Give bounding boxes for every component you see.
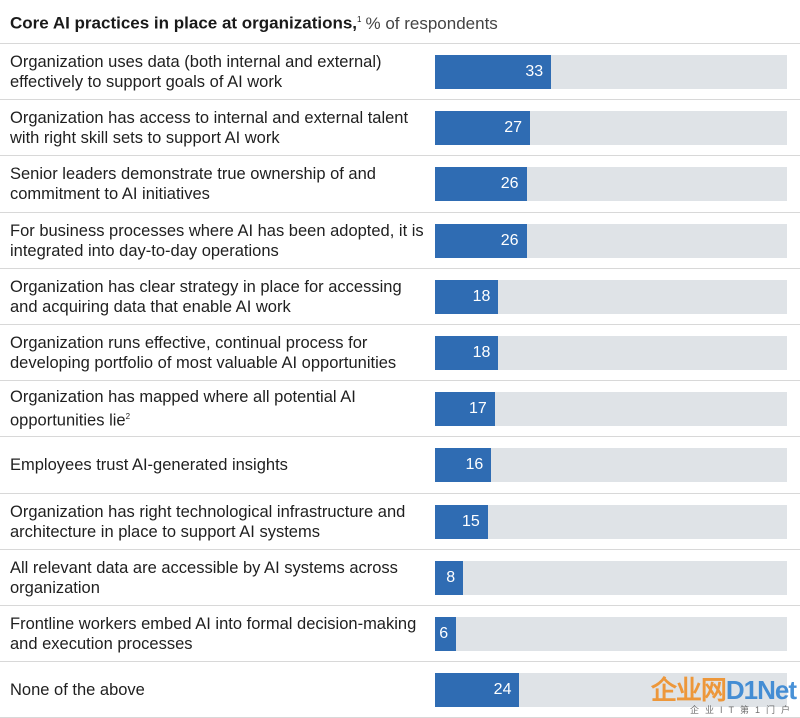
row-separator (0, 605, 800, 606)
bar: 18 (435, 279, 499, 314)
bar-track: 26 (435, 223, 787, 258)
bar: 15 (435, 504, 488, 539)
bar-value-label: 8 (446, 568, 456, 586)
category-label-text: All relevant data are accessible by AI s… (10, 558, 398, 597)
row-separator (0, 155, 800, 157)
row-separator (0, 267, 800, 269)
bar: 17 (435, 392, 495, 427)
bar-row: Organization has mapped where all potent… (0, 381, 800, 437)
category-label: Organization has access to internal and … (10, 100, 425, 156)
category-label-text: Organization uses data (both internal an… (10, 53, 382, 91)
bar-track: 27 (435, 111, 787, 146)
bar: 26 (435, 167, 527, 202)
bar-value-label: 26 (500, 231, 519, 249)
bar-track: 18 (435, 336, 787, 370)
row-separator (0, 436, 800, 438)
category-label: For business processes where AI has been… (10, 213, 425, 269)
bar: 8 (435, 560, 464, 595)
bar-track: 16 (435, 448, 787, 483)
bar-row: Organization has clear strategy in place… (0, 269, 800, 325)
category-label-text: Organization has right technological inf… (10, 502, 406, 541)
watermark-sub: 企业IT第1门户 (689, 705, 796, 715)
category-label: Organization runs effective, continual p… (10, 325, 425, 381)
bar: 16 (435, 448, 492, 483)
category-label: Employees trust AI-generated insights (10, 437, 425, 493)
bar-track: 24 (435, 673, 787, 708)
bar: 24 (435, 673, 520, 708)
bar-value-label: 6 (439, 625, 449, 642)
bar: 18 (435, 336, 499, 370)
row-separator (0, 380, 800, 382)
row-separator (0, 661, 800, 663)
bar-value-label: 18 (472, 287, 491, 305)
bar: 27 (435, 111, 531, 146)
bar-track: 8 (435, 560, 787, 595)
bar: 26 (435, 223, 527, 258)
unit-label: % of respondents (365, 13, 498, 33)
bar-row: Senior leaders demonstrate true ownershi… (0, 156, 800, 212)
bar-row: All relevant data are accessible by AI s… (0, 550, 800, 606)
bar-row: None of the above 24 (0, 662, 800, 718)
bar-track: 15 (435, 504, 787, 539)
bar-value-label: 33 (525, 63, 544, 80)
category-label-text: Senior leaders demonstrate true ownershi… (10, 165, 376, 204)
bar-row: Employees trust AI-generated insights 16 (0, 437, 800, 493)
bar-row: Organization has access to internal and … (0, 100, 800, 156)
bar-value-label: 17 (469, 400, 487, 418)
category-label-text: Organization has clear strategy in place… (10, 277, 402, 316)
bar-row: Frontline workers embed AI into formal d… (0, 606, 800, 662)
bar-track: 33 (435, 55, 787, 89)
category-label-text: Employees trust AI-generated insights (10, 456, 288, 475)
bar: 33 (435, 55, 552, 89)
watermark-main-b: D1Net (725, 675, 797, 705)
bar-value-label: 27 (504, 119, 523, 137)
bar-row: For business processes where AI has been… (0, 213, 800, 269)
title-footnote: 1 (357, 15, 362, 24)
category-label-text: None of the above (10, 681, 145, 700)
category-label-text: Organization runs effective, continual p… (10, 334, 397, 372)
category-label-text: Organization has access to internal and … (10, 109, 409, 148)
category-label-text: Frontline workers embed AI into formal d… (10, 615, 417, 653)
row-separator (0, 324, 800, 325)
bar-row: Organization uses data (both internal an… (0, 44, 800, 100)
row-separator (0, 211, 800, 213)
category-label: All relevant data are accessible by AI s… (10, 550, 425, 606)
category-label: None of the above (10, 662, 425, 718)
chart-title: Core AI practices in place at organizati… (10, 9, 498, 35)
chart-title-text: Core AI practices in place at organizati… (10, 13, 358, 33)
bar-row: Organization runs effective, continual p… (0, 325, 800, 381)
bar-row: Organization has right technological inf… (0, 494, 800, 550)
category-label: Organization has right technological inf… (10, 494, 425, 550)
bar-value-label: 26 (500, 175, 519, 193)
category-label: Organization has clear strategy in place… (10, 269, 425, 325)
bar: 6 (435, 617, 457, 651)
bar-track: 26 (435, 167, 787, 202)
bar-value-label: 18 (472, 344, 491, 361)
category-label: Senior leaders demonstrate true ownershi… (10, 156, 425, 212)
bar-value-label: 16 (465, 456, 484, 474)
row-separator (0, 99, 800, 101)
watermark-logo: 企业网D1Net 企业IT第1门户 (650, 670, 797, 716)
category-label: Organization has mapped where all potent… (10, 381, 425, 437)
row-separator (0, 548, 800, 550)
category-label: Organization uses data (both internal an… (10, 44, 425, 100)
bar-track: 6 (435, 617, 787, 651)
bar-track: 17 (435, 392, 787, 427)
bar-track: 18 (435, 279, 787, 314)
row-separator (0, 492, 800, 494)
category-footnote: 2 (125, 412, 131, 422)
bar-value-label: 15 (462, 512, 480, 530)
category-label: Frontline workers embed AI into formal d… (10, 606, 425, 662)
category-label-text: Organization has mapped where all potent… (10, 388, 356, 430)
category-label-text: For business processes where AI has been… (10, 221, 424, 260)
watermark-main-a: 企业网 (650, 675, 727, 705)
bar-value-label: 24 (493, 681, 512, 699)
row-separator (0, 43, 800, 44)
